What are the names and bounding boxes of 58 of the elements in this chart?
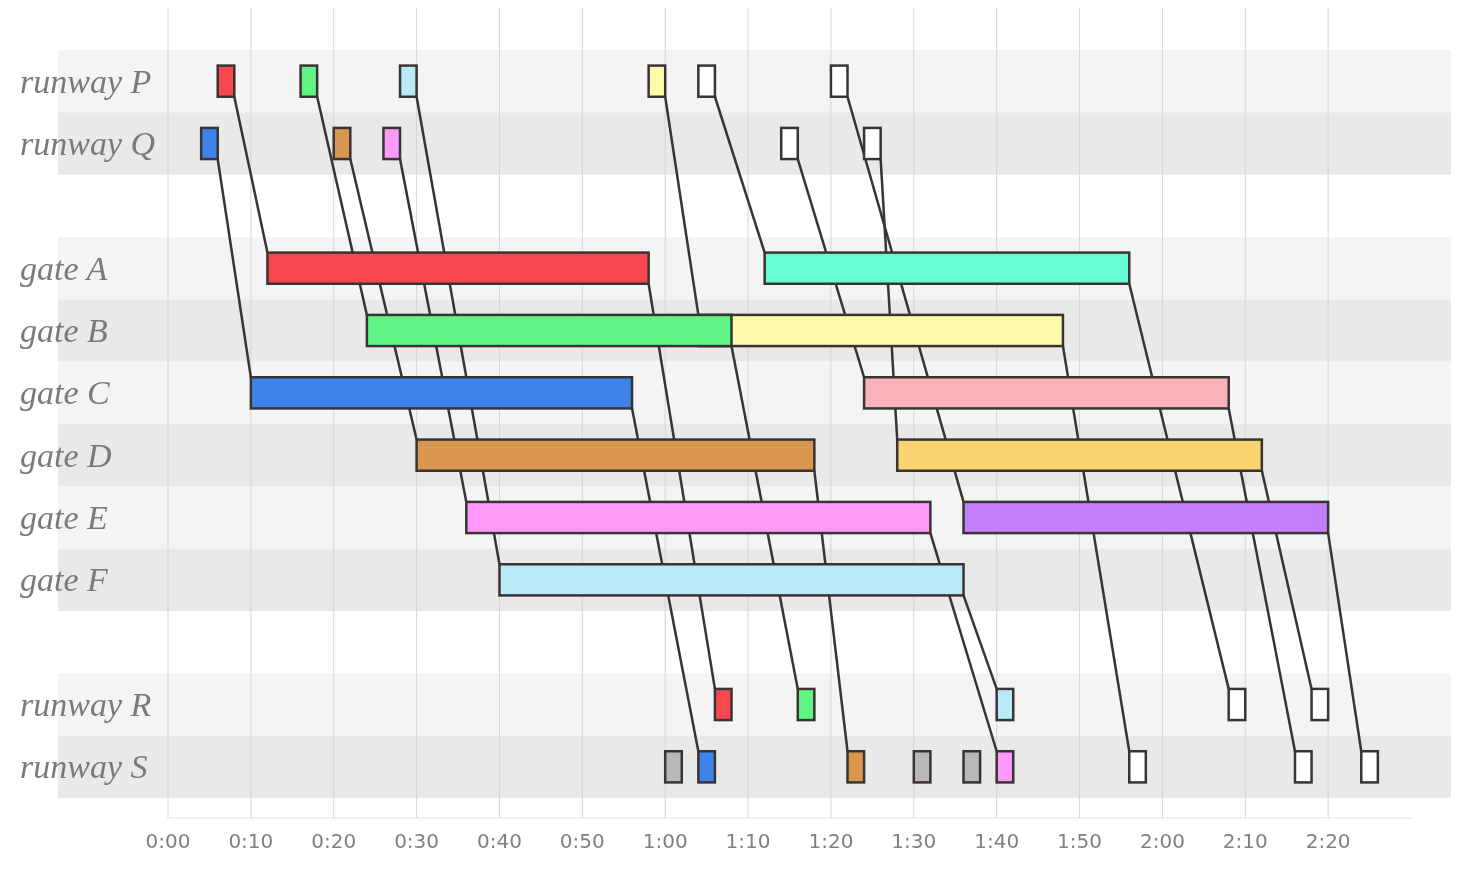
bar: [498, 563, 965, 597]
x-tick-label: 1:50: [1057, 829, 1102, 853]
bar: [382, 126, 402, 161]
bar: [895, 438, 1264, 472]
bar: [829, 64, 849, 98]
bar: [962, 500, 1330, 535]
bar: [846, 750, 866, 784]
y-tick-label: gate E: [20, 499, 109, 536]
bar: [779, 126, 800, 161]
bar: [663, 750, 684, 784]
y-tick-label: gate D: [20, 436, 113, 474]
bar: [697, 750, 717, 784]
x-tick-label: 1:30: [891, 829, 937, 853]
bar: [912, 750, 932, 784]
x-tick-label: 0:30: [394, 829, 440, 853]
bar: [995, 687, 1015, 722]
y-tick-label: gate B: [20, 312, 109, 349]
bar: [962, 750, 982, 784]
bar: [1360, 750, 1380, 784]
x-tick-label: 1:10: [725, 829, 771, 853]
bar: [796, 687, 816, 722]
bar: [1227, 687, 1247, 722]
bar: [862, 126, 882, 161]
bar: [1310, 687, 1330, 722]
bar: [1293, 750, 1313, 784]
x-tick-label: 0:40: [477, 829, 522, 853]
bar: [862, 376, 1230, 410]
bar: [332, 126, 352, 161]
bar: [763, 251, 1131, 285]
x-tick-label: 0:10: [228, 829, 274, 853]
y-tick-label: gate C: [20, 374, 111, 412]
x-tick-label: 1:40: [974, 829, 1020, 853]
bar: [697, 64, 717, 98]
y-tick-label: gate A: [20, 249, 108, 287]
bar: [249, 376, 634, 410]
bar: [398, 64, 418, 98]
bar: [713, 687, 733, 722]
x-tick-label: 2:10: [1222, 829, 1268, 853]
x-tick-label: 2:00: [1139, 829, 1185, 853]
y-tick-label: runway P: [20, 62, 152, 100]
bar: [216, 64, 236, 98]
bar: [199, 126, 219, 161]
x-tick-label: 1:20: [808, 829, 854, 853]
bar: [266, 251, 650, 285]
y-tick-label: gate F: [20, 561, 110, 599]
x-tick-label: 0:50: [559, 829, 605, 853]
bar: [995, 750, 1015, 784]
x-tick-label: 2:20: [1305, 829, 1351, 853]
bar: [647, 64, 667, 98]
x-tick-label: 0:00: [145, 829, 191, 853]
bar: [415, 438, 816, 472]
bar: [465, 500, 932, 535]
x-tick-label: 0:20: [311, 829, 357, 853]
y-tick-label: runway S: [20, 748, 148, 786]
y-tick-label: runway R: [20, 686, 152, 723]
bar: [299, 64, 319, 98]
y-tick-label: runway Q: [20, 125, 156, 162]
x-tick-label: 1:00: [642, 829, 688, 853]
